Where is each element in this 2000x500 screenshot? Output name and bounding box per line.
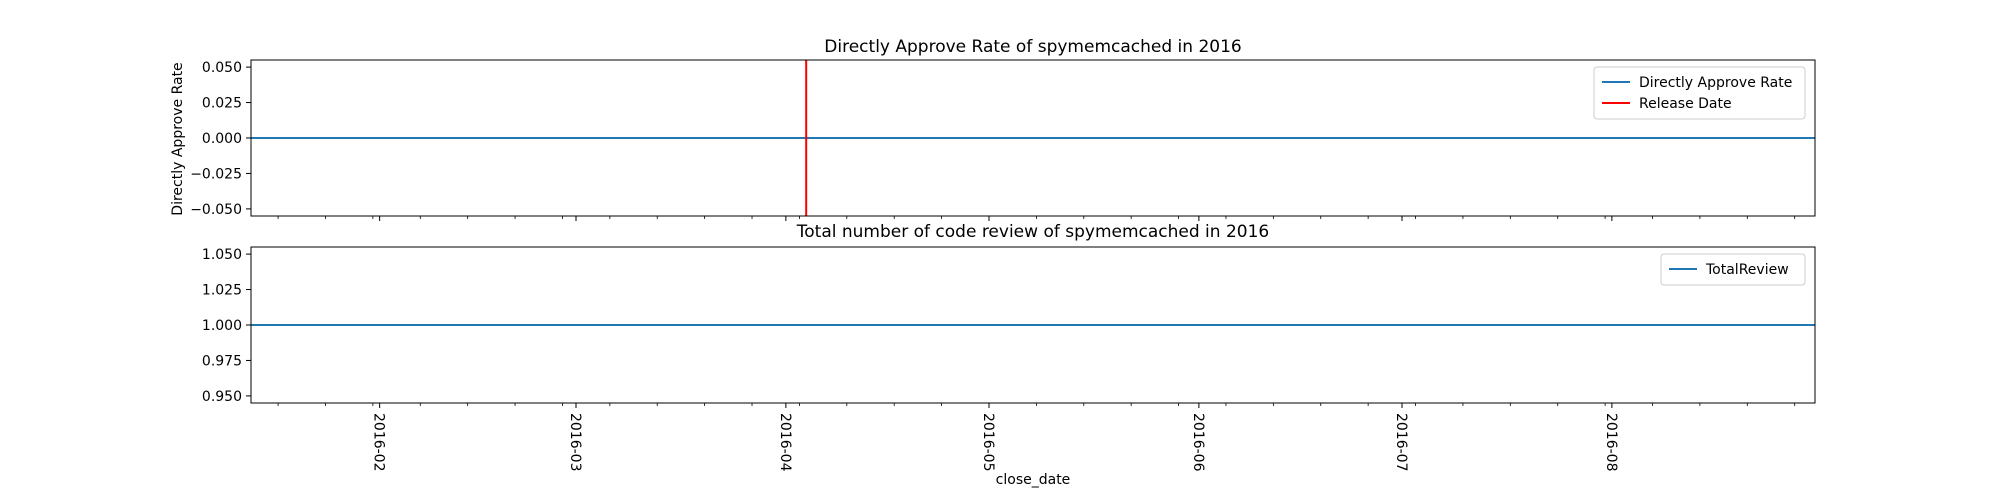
legend-box	[1593, 66, 1806, 120]
x-tick-label: 2016-07	[1393, 413, 1409, 472]
y-tick-label-total-review: 1.000	[202, 318, 242, 334]
x-tick-label: 2016-05	[980, 413, 996, 472]
y-tick-label-total-review: 1.050	[202, 247, 242, 263]
panel-total-review: Total number of code review of spymemcac…	[202, 222, 1816, 408]
y-tick-label-approve-rate: 0.050	[202, 60, 242, 76]
plot-area-approve-rate: 0.050 0.025 0.000 −0.025 −0.050 Directly Appr…	[190, 59, 1816, 221]
y-tick-label-approve-rate: −0.050	[190, 202, 242, 218]
chart-title-total-review: Total number of code review of spymemcac…	[796, 222, 1269, 242]
y-axis-label-approve-rate: Directly Approve Rate	[170, 62, 186, 215]
x-tick-label: 2016-04	[777, 413, 793, 472]
y-tick-label-approve-rate: −0.025	[190, 166, 242, 182]
legend-label: Directly Approve Rate	[1639, 75, 1792, 91]
x-tick-label: 2016-08	[1603, 413, 1619, 472]
y-tick-label-approve-rate: 0.000	[202, 131, 242, 147]
x-tick-label: 2016-02	[371, 413, 387, 472]
legend-label: Release Date	[1639, 96, 1732, 112]
y-tick-label-total-review: 1.025	[202, 283, 242, 299]
panel-approve-rate: Directly Approve Rate of spymemcached in…	[170, 37, 1816, 221]
legend-total-review: TotalReview	[1660, 253, 1806, 286]
y-tick-label-total-review: 0.975	[202, 353, 242, 369]
y-tick-label-approve-rate: 0.025	[202, 96, 242, 112]
legend-box	[1660, 253, 1806, 286]
x-tick-label: 2016-03	[567, 413, 583, 472]
x-axis-label: close_date	[996, 472, 1071, 488]
legend-approve-rate: Directly Approve Rate Release Date	[1593, 66, 1806, 120]
y-tick-label-total-review: 0.950	[202, 389, 242, 405]
legend-label: TotalReview	[1705, 262, 1789, 278]
plot-area-total-review: 1.050 1.025 1.000 0.975 0.950 TotalReview	[202, 246, 1816, 408]
x-tick-label: 2016-06	[1190, 413, 1206, 472]
chart-title-approve-rate: Directly Approve Rate of spymemcached in…	[824, 37, 1241, 57]
